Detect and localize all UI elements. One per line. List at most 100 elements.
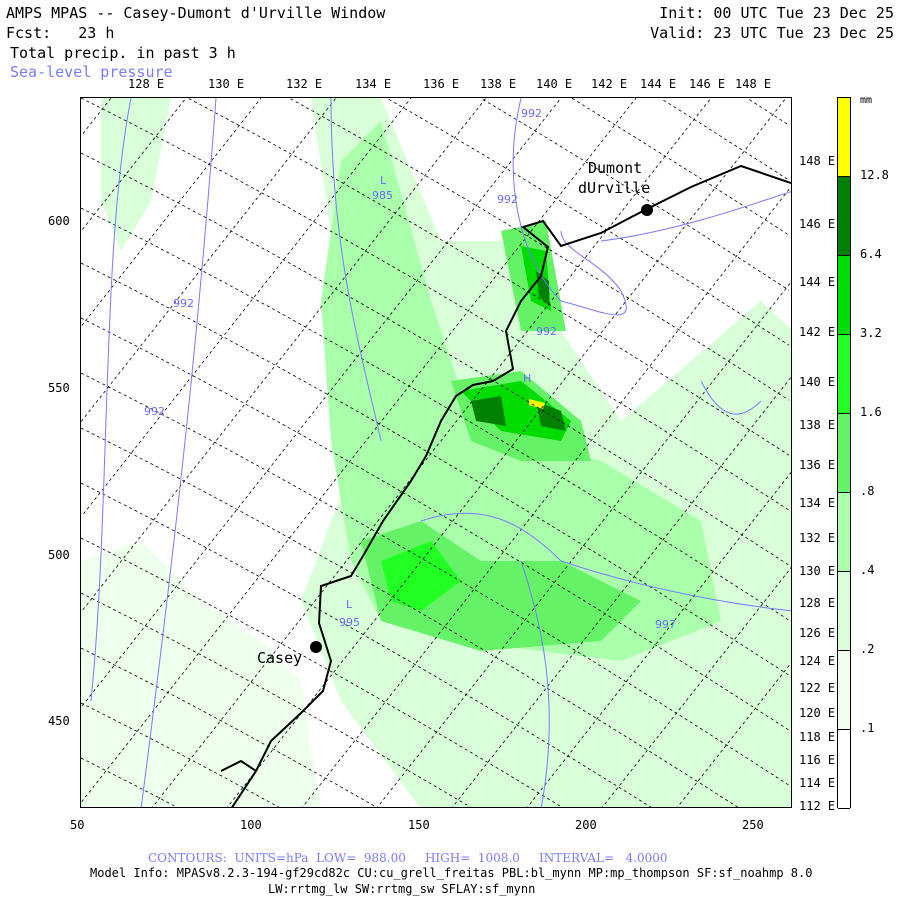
top-lon-label: 132 E — [286, 77, 323, 91]
latitude-line — [81, 647, 377, 807]
colorbar-label: 1.6 — [860, 405, 882, 419]
longitude-line — [452, 376, 791, 807]
model-info-2: LW:rrtmg_lw SW:rrtmg_sw SFLAY:sf_mynn — [268, 882, 536, 896]
colorbar-label: .8 — [860, 484, 875, 498]
x-axis-label: 150 — [408, 818, 430, 832]
right-lon-label: 114 E — [799, 776, 836, 790]
colorbar-segment — [838, 177, 850, 256]
casey-label: Casey — [257, 649, 303, 667]
latitude-line — [81, 482, 652, 807]
latitude-line — [188, 98, 790, 456]
y-axis-label: 500 — [48, 548, 70, 562]
isobar-label: 992 — [536, 325, 557, 338]
forecast-hour: Fcst: 23 h — [6, 24, 115, 42]
latitude-line — [388, 98, 790, 346]
top-lon-label: 144 E — [640, 77, 677, 91]
latitude-line — [81, 427, 738, 807]
contour-info: CONTOURS: UNITS=hPa LOW= 988.00 HIGH= 10… — [148, 851, 668, 865]
right-lon-label: 130 E — [799, 564, 836, 578]
isobar-label: 995 — [339, 616, 360, 629]
latitude-line — [290, 98, 790, 401]
top-lon-label: 146 E — [689, 77, 726, 91]
right-lon-label: 146 E — [799, 217, 836, 231]
colorbar-segment — [838, 98, 850, 177]
latitude-line — [81, 757, 178, 807]
colorbar-unit: mm — [860, 95, 873, 106]
top-lon-label: 148 E — [735, 77, 772, 91]
colorbar-label: .4 — [860, 563, 875, 577]
latitude-line — [81, 372, 790, 786]
right-lon-label: 138 E — [799, 418, 836, 432]
longitude-line — [82, 98, 187, 230]
right-lon-label: 144 E — [799, 275, 836, 289]
longitude-line — [83, 98, 412, 515]
latitude-line — [663, 99, 790, 181]
init-time: Init: 00 UTC Tue 23 Dec 25 — [659, 4, 894, 22]
low-marker: L — [346, 598, 353, 611]
high-marker: H — [523, 372, 532, 385]
right-lon-label: 148 E — [799, 154, 836, 168]
valid-time: Valid: 23 UTC Tue 23 Dec 25 — [650, 24, 894, 42]
top-lon-label: 136 E — [423, 77, 460, 91]
colorbar-segment — [838, 572, 850, 651]
latitude-line — [482, 99, 790, 291]
x-axis-label: 250 — [742, 818, 764, 832]
right-lon-label: 142 E — [799, 325, 836, 339]
right-lon-label: 118 E — [799, 730, 836, 744]
colorbar-label: 3.2 — [860, 326, 882, 340]
isobar-label: 992 — [144, 405, 165, 418]
right-lon-label: 126 E — [799, 626, 836, 640]
isobar-label: 992 — [521, 107, 542, 120]
x-axis-label: 200 — [575, 818, 597, 832]
latitude-line — [81, 592, 472, 807]
precip-map: 992 992 992 992 992 985 L H L 995 997 Ca… — [80, 97, 792, 808]
plot-title: AMPS MPAS -- Casey-Dumont d'Urville Wind… — [6, 4, 386, 22]
colorbar-segment — [838, 256, 850, 335]
latitude-line — [81, 702, 280, 807]
longitude-line — [81, 98, 637, 803]
colorbar-segment — [838, 414, 850, 493]
precip-shading — [81, 98, 791, 807]
colorbar-label: 6.4 — [860, 247, 882, 261]
right-lon-label: 112 E — [799, 799, 836, 813]
right-lon-label: 134 E — [799, 496, 836, 510]
colorbar-label: .1 — [860, 721, 875, 735]
coastline — [220, 164, 791, 807]
top-lon-label: 128 E — [128, 77, 165, 91]
colorbar-segment — [838, 493, 850, 572]
x-axis-label: 50 — [70, 818, 85, 832]
dumont-label-2: dUrville — [578, 179, 651, 197]
top-lon-label: 142 E — [591, 77, 628, 91]
low-marker: L — [380, 174, 387, 187]
colorbar-segment — [838, 335, 850, 414]
colorbar — [837, 97, 851, 809]
latitude-line — [81, 262, 790, 676]
colorbar-label: 12.8 — [860, 168, 889, 182]
casey-station-marker — [310, 641, 322, 653]
right-lon-label: 128 E — [799, 596, 836, 610]
right-lon-label: 132 E — [799, 531, 836, 545]
colorbar-segment — [838, 730, 850, 809]
latitude-line — [81, 537, 563, 807]
longitude-line — [152, 98, 712, 807]
right-lon-label: 116 E — [799, 753, 836, 767]
latitude-line — [571, 98, 790, 236]
right-lon-label: 122 E — [799, 681, 836, 695]
right-lon-label: 120 E — [799, 706, 836, 720]
x-axis-label: 100 — [240, 818, 262, 832]
longitude-line — [677, 662, 791, 807]
longitude-line — [377, 282, 791, 807]
top-lon-label: 140 E — [536, 77, 573, 91]
isobars — [90, 98, 791, 807]
graticule — [81, 98, 791, 807]
top-lon-label: 130 E — [208, 77, 245, 91]
longitude-line — [81, 98, 337, 422]
right-lon-label: 124 E — [799, 654, 836, 668]
latitude-line — [749, 99, 790, 126]
isobar-label: 992 — [497, 193, 518, 206]
latitude-line — [81, 207, 790, 621]
overlay-name: Sea-level pressure — [10, 63, 173, 81]
right-lon-label: 140 E — [799, 375, 836, 389]
field-name: Total precip. in past 3 h — [10, 44, 236, 62]
longitude-line — [82, 98, 487, 611]
